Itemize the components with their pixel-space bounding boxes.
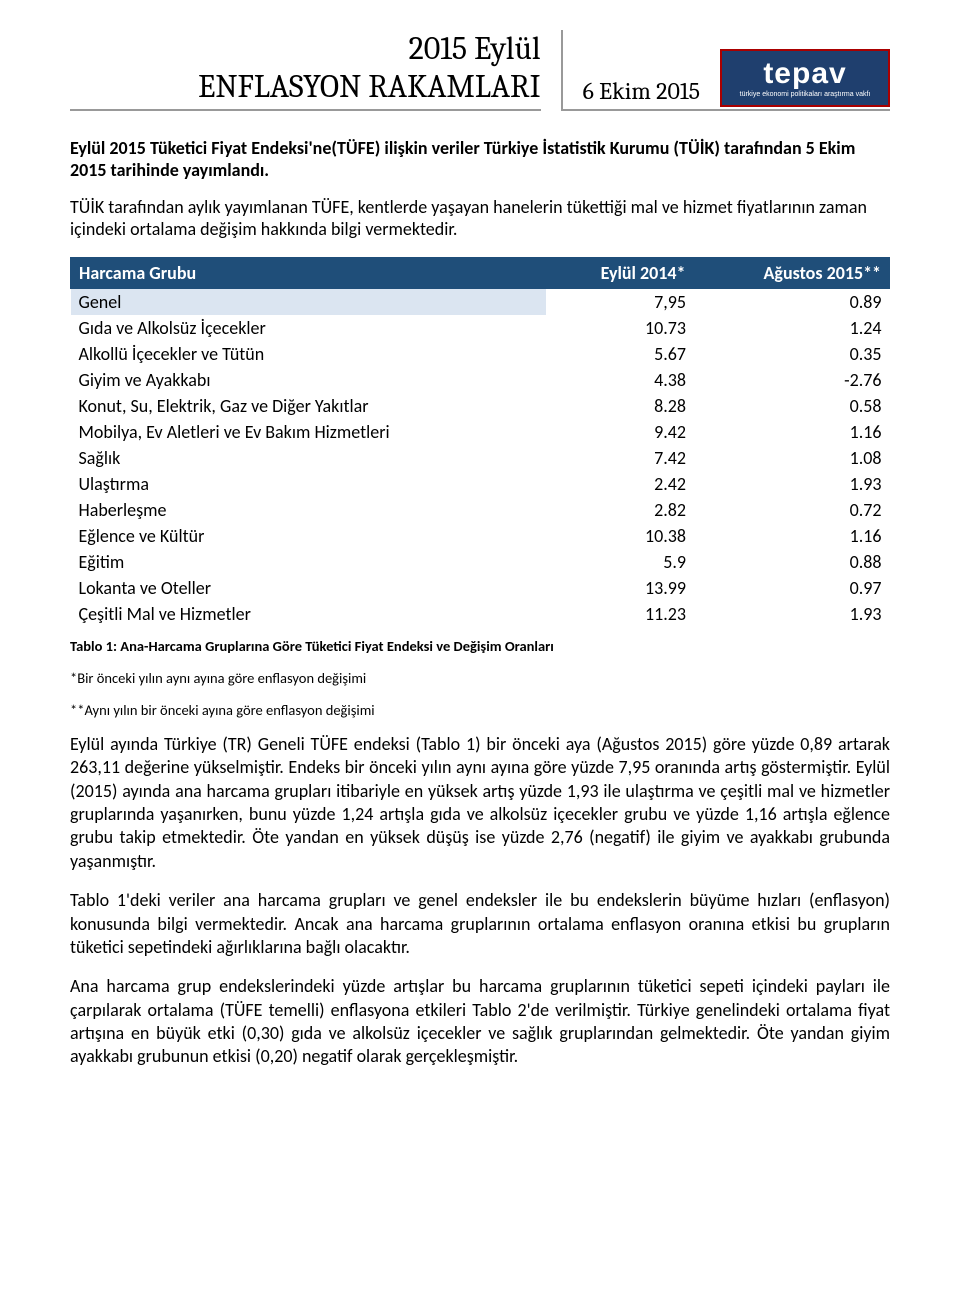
table-cell: 11.23: [546, 601, 694, 627]
table-row: Mobilya, Ev Aletleri ve Ev Bakım Hizmetl…: [71, 419, 890, 445]
logo-text: tepav: [763, 57, 846, 91]
table-cell: 0.88: [694, 549, 889, 575]
header-title-block: 2015 Eylül ENFLASYON RAKAMLARI: [70, 30, 561, 111]
table-row: Eğitim5.90.88: [71, 549, 890, 575]
table-row: Alkollü İçecekler ve Tütün5.670.35: [71, 341, 890, 367]
table-cell: 2.42: [546, 471, 694, 497]
table-cell: 7,95: [546, 288, 694, 315]
document-header: 2015 Eylül ENFLASYON RAKAMLARI 6 Ekim 20…: [70, 30, 890, 115]
footnote-2: **Aynı yılın bir önceki ayına göre enfla…: [70, 701, 890, 719]
title-line2: ENFLASYON RAKAMLARI: [70, 68, 541, 106]
col-header-1: Eylül 2014*: [546, 257, 694, 288]
table-cell: Sağlık: [71, 445, 546, 471]
table-header-row: Harcama Grubu Eylül 2014* Ağustos 2015**: [71, 257, 890, 288]
paragraph-2: Tablo 1'deki veriler ana harcama gruplar…: [70, 889, 890, 959]
table-cell: Lokanta ve Oteller: [71, 575, 546, 601]
table-cell: Haberleşme: [71, 497, 546, 523]
table-cell: 1.93: [694, 601, 889, 627]
table-cell: Giyim ve Ayakkabı: [71, 367, 546, 393]
table-cell: 9.42: [546, 419, 694, 445]
table-cell: 1.24: [694, 315, 889, 341]
logo-container: tepav türkiye ekonomi politikaları araşt…: [720, 49, 890, 111]
table-cell: Genel: [71, 288, 546, 315]
table-cell: 0.97: [694, 575, 889, 601]
table-cell: 2.82: [546, 497, 694, 523]
table-cell: 1.16: [694, 419, 889, 445]
table-cell: 0.72: [694, 497, 889, 523]
table-row: Gıda ve Alkolsüz İçecekler10.731.24: [71, 315, 890, 341]
title-line1: 2015 Eylül: [70, 30, 541, 68]
table-row: Ulaştırma2.421.93: [71, 471, 890, 497]
table-row: Sağlık7.421.08: [71, 445, 890, 471]
table-row: Konut, Su, Elektrik, Gaz ve Diğer Yakıtl…: [71, 393, 890, 419]
harcama-grubu-table: Harcama Grubu Eylül 2014* Ağustos 2015**…: [70, 257, 890, 627]
table-row: Lokanta ve Oteller13.990.97: [71, 575, 890, 601]
table-cell: 13.99: [546, 575, 694, 601]
table-cell: 10.38: [546, 523, 694, 549]
table-cell: 5.9: [546, 549, 694, 575]
table-cell: 1.08: [694, 445, 889, 471]
table-cell: 4.38: [546, 367, 694, 393]
table-cell: 1.16: [694, 523, 889, 549]
tepav-logo: tepav türkiye ekonomi politikaları araşt…: [720, 49, 890, 107]
table-cell: 8.28: [546, 393, 694, 419]
table-cell: Alkollü İçecekler ve Tütün: [71, 341, 546, 367]
table-row: Eğlence ve Kültür10.381.16: [71, 523, 890, 549]
table-row: Giyim ve Ayakkabı4.38-2.76: [71, 367, 890, 393]
table-cell: 10.73: [546, 315, 694, 341]
table-cell: Mobilya, Ev Aletleri ve Ev Bakım Hizmetl…: [71, 419, 546, 445]
table-cell: Eğlence ve Kültür: [71, 523, 546, 549]
table-cell: Çeşitli Mal ve Hizmetler: [71, 601, 546, 627]
paragraph-3: Ana harcama grup endekslerindeki yüzde a…: [70, 975, 890, 1069]
col-header-2: Ağustos 2015**: [694, 257, 889, 288]
table-row: Haberleşme2.820.72: [71, 497, 890, 523]
table-cell: 7.42: [546, 445, 694, 471]
col-header-0: Harcama Grubu: [71, 257, 546, 288]
table-cell: 0.89: [694, 288, 889, 315]
table-cell: Ulaştırma: [71, 471, 546, 497]
logo-subtitle: türkiye ekonomi politikaları araştırma v…: [740, 91, 871, 98]
table-row: Çeşitli Mal ve Hizmetler11.231.93: [71, 601, 890, 627]
table-cell: Eğitim: [71, 549, 546, 575]
table-cell: 1.93: [694, 471, 889, 497]
intro-bold: Eylül 2015 Tüketici Fiyat Endeksi'ne(TÜF…: [70, 137, 890, 182]
table-cell: 0.58: [694, 393, 889, 419]
table-cell: 0.35: [694, 341, 889, 367]
footnote-1: *Bir önceki yılın aynı ayına göre enflas…: [70, 669, 890, 687]
table-cell: Konut, Su, Elektrik, Gaz ve Diğer Yakıtl…: [71, 393, 546, 419]
table-cell: -2.76: [694, 367, 889, 393]
table-cell: 5.67: [546, 341, 694, 367]
paragraph-1: Eylül ayında Türkiye (TR) Geneli TÜFE en…: [70, 733, 890, 873]
table-row: Genel7,950.89: [71, 288, 890, 315]
intro-plain: TÜİK tarafından aylık yayımlanan TÜFE, k…: [70, 196, 890, 241]
table-cell: Gıda ve Alkolsüz İçecekler: [71, 315, 546, 341]
table-caption: Tablo 1: Ana-Harcama Gruplarına Göre Tük…: [70, 637, 890, 655]
header-date: 6 Ekim 2015: [563, 77, 720, 111]
